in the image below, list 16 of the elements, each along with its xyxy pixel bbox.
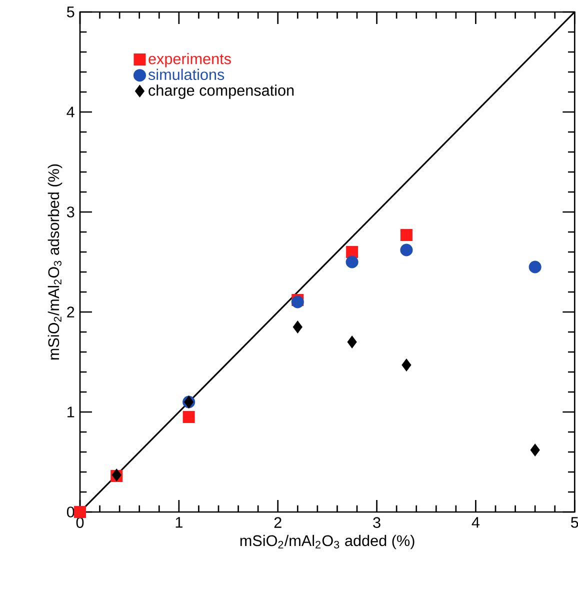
x-tick-label: 4 <box>472 517 480 528</box>
y-tick-label: 1 <box>68 406 74 418</box>
y-tick-label: 5 <box>66 6 74 18</box>
y-tick-label: 4 <box>66 106 74 118</box>
y-axis-title: mSiO$_{2}$/mAl$_{2}$O$_{3}$ adsorbed (%) <box>48 164 62 360</box>
legend-label: charge compensation <box>148 84 294 99</box>
y-tick-label: 2 <box>67 306 74 318</box>
x-tick-label: 3 <box>373 517 380 528</box>
legend-label: simulations <box>148 68 224 80</box>
y-tick-label: 0 <box>66 506 74 518</box>
x-tick-label: 1 <box>176 517 182 528</box>
x-tick-label: 2 <box>274 517 282 528</box>
x-tick-label: 5 <box>570 517 578 528</box>
y-tick-label: 3 <box>66 206 74 218</box>
legend-label: experiments <box>148 53 231 68</box>
x-axis-title: mSiO$_{2}$/mAl$_{2}$O$_{3}$ added (%) <box>240 534 414 550</box>
